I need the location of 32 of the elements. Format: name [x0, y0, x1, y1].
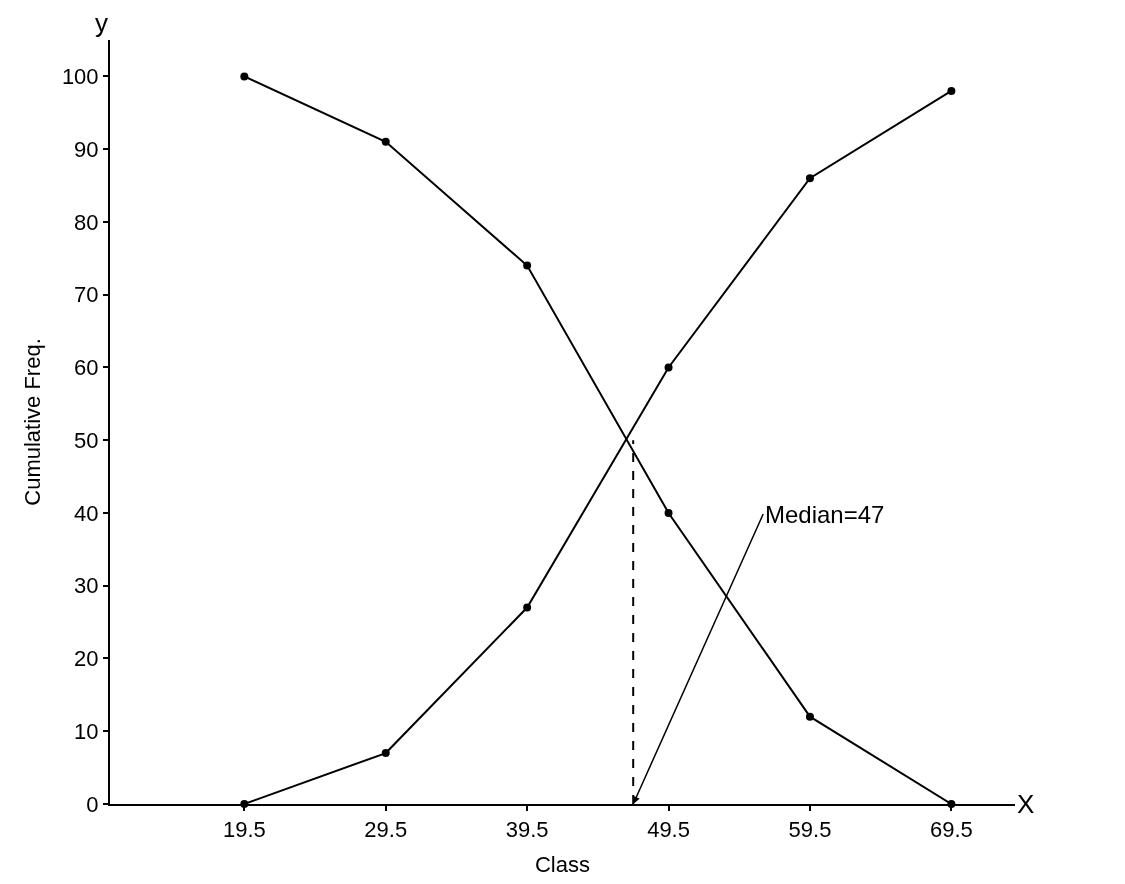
point [664, 363, 673, 372]
y-tick-label: 60 [74, 355, 99, 381]
y-tick-label: 50 [74, 427, 99, 453]
point [523, 603, 532, 612]
y-tick-label: 0 [86, 791, 99, 817]
y-tick-label: 40 [74, 500, 99, 526]
point [947, 86, 956, 95]
y-axis-title: Cumulative Freq. [20, 338, 46, 506]
x-tick-label: 19.5 [222, 817, 266, 843]
x-tick-label: 69.5 [929, 817, 973, 843]
text: y [95, 8, 108, 38]
point [805, 712, 814, 721]
y-tick-label: 90 [74, 136, 99, 162]
point [381, 137, 390, 146]
y-tick-label: 30 [74, 573, 99, 599]
x-tick-label: 59.5 [788, 817, 832, 843]
y-tick-label: 70 [74, 282, 99, 308]
point [664, 508, 673, 517]
point [805, 174, 814, 183]
point [523, 261, 532, 270]
x-axis-title: Class [534, 851, 591, 877]
x-tick-label: 49.5 [647, 817, 690, 843]
point [381, 749, 390, 758]
x-tick-label: 29.5 [364, 817, 408, 843]
y-tick-label: 100 [61, 64, 99, 90]
y-tick-label: 10 [74, 718, 99, 744]
text: X [1017, 789, 1035, 819]
y-tick-label: 20 [74, 646, 99, 672]
y-tick-label: 80 [74, 209, 99, 235]
x-tick-label: 39.5 [505, 817, 549, 843]
annotation: Median=47 [765, 501, 885, 528]
point [240, 72, 249, 81]
